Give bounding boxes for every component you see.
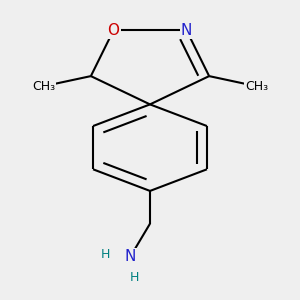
- Text: CH₃: CH₃: [245, 80, 268, 93]
- Text: N: N: [125, 249, 136, 264]
- Text: H: H: [101, 248, 110, 261]
- Text: CH₃: CH₃: [32, 80, 55, 93]
- Text: N: N: [181, 23, 192, 38]
- Text: O: O: [107, 23, 119, 38]
- Text: H: H: [129, 271, 139, 284]
